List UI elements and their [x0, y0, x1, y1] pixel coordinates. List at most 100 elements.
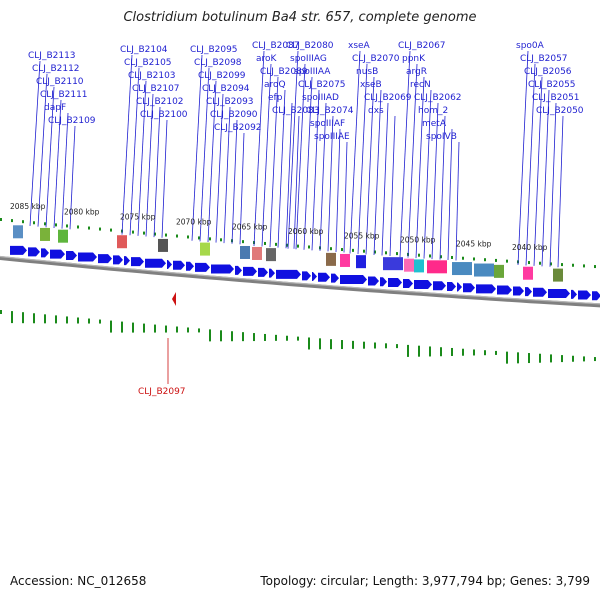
feature-block[interactable]	[452, 262, 472, 276]
gene-arrow[interactable]	[548, 288, 570, 298]
gene-arrow[interactable]	[318, 272, 330, 282]
gene-arrow[interactable]	[331, 273, 339, 283]
gene-arrow[interactable]	[447, 282, 456, 292]
feature-block[interactable]	[494, 264, 504, 278]
gene-arrow[interactable]	[269, 268, 275, 278]
gene-label[interactable]: CLJ_B2055	[528, 80, 576, 90]
gene-label[interactable]: CLJ_B2111	[40, 90, 88, 100]
gene-arrow[interactable]	[131, 257, 144, 267]
feature-block[interactable]	[13, 225, 23, 239]
gene-label[interactable]: CLJ_B2100	[140, 110, 188, 120]
gene-arrow[interactable]	[463, 283, 475, 293]
gene-arrow[interactable]	[235, 265, 242, 275]
feature-block[interactable]	[117, 235, 127, 249]
gene-label[interactable]: hom_2	[418, 106, 448, 116]
feature-block[interactable]	[252, 246, 262, 260]
gene-arrow[interactable]	[167, 259, 172, 269]
gene-arrow[interactable]	[243, 266, 257, 276]
feature-block[interactable]	[158, 238, 168, 252]
gene-label[interactable]: CLJ_B2110	[36, 77, 84, 87]
gene-arrow[interactable]	[433, 281, 446, 291]
gene-label[interactable]: argR	[406, 67, 427, 77]
gene-label[interactable]: metA	[422, 119, 447, 129]
feature-block[interactable]	[326, 252, 336, 266]
gene-label[interactable]: CLJ_B2098	[194, 58, 242, 68]
gene-arrow[interactable]	[513, 286, 524, 296]
highlight-marker[interactable]	[172, 292, 176, 306]
gene-arrow[interactable]	[78, 252, 97, 262]
feature-block[interactable]	[40, 227, 50, 241]
feature-block[interactable]	[553, 268, 563, 282]
gene-label[interactable]: spoIIIAE	[314, 132, 350, 142]
gene-label[interactable]: CLJ_B2062	[414, 93, 462, 103]
gene-arrow[interactable]	[578, 290, 591, 300]
gene-label[interactable]: efp	[268, 93, 283, 103]
gene-arrow[interactable]	[414, 280, 432, 290]
gene-label[interactable]: CLJ_B2050	[536, 106, 584, 116]
gene-arrow[interactable]	[368, 276, 379, 286]
gene-label[interactable]: CLJ_B2070	[352, 54, 400, 64]
feature-block[interactable]	[383, 257, 403, 271]
gene-arrow[interactable]	[66, 250, 77, 260]
gene-label[interactable]: CLJ_B2107	[132, 84, 180, 94]
gene-label[interactable]: CLJ_B2105	[124, 58, 172, 68]
feature-block[interactable]	[340, 253, 350, 267]
gene-label[interactable]: nusB	[356, 67, 378, 77]
gene-label[interactable]: CLJ_B2089	[260, 67, 308, 77]
gene-arrow[interactable]	[186, 261, 194, 271]
feature-block[interactable]	[523, 266, 533, 280]
gene-arrow[interactable]	[124, 256, 130, 266]
gene-label[interactable]: recN	[410, 80, 431, 90]
feature-block[interactable]	[404, 258, 414, 272]
gene-label[interactable]: dapF	[44, 103, 66, 113]
gene-arrow[interactable]	[380, 277, 387, 287]
gene-arrow[interactable]	[476, 284, 496, 294]
gene-label[interactable]: CLJ_B2080	[286, 41, 334, 51]
gene-label[interactable]: CLJ_B2094	[202, 84, 250, 94]
gene-arrow[interactable]	[195, 262, 210, 272]
gene-arrow[interactable]	[211, 264, 234, 274]
gene-arrow[interactable]	[457, 282, 462, 292]
gene-label[interactable]: spoIVB	[426, 132, 457, 142]
gene-arrow[interactable]	[28, 247, 40, 257]
gene-arrow[interactable]	[533, 287, 547, 297]
gene-arrow[interactable]	[145, 258, 166, 268]
gene-label[interactable]: CLJ_B2056	[524, 67, 572, 77]
gene-arrow[interactable]	[592, 291, 600, 301]
feature-block[interactable]	[58, 229, 68, 243]
gene-label[interactable]: xseB	[360, 80, 382, 90]
gene-label[interactable]: spoIIIAD	[302, 93, 339, 103]
gene-arrow[interactable]	[50, 249, 65, 259]
feature-block[interactable]	[414, 259, 424, 273]
gene-label[interactable]: CLJ_B2075	[298, 80, 346, 90]
feature-block[interactable]	[356, 255, 366, 269]
gene-label[interactable]: ppnK	[402, 54, 426, 64]
gene-label[interactable]: spoIIIAG	[290, 54, 327, 64]
gene-arrow[interactable]	[403, 278, 413, 288]
gene-arrow[interactable]	[10, 245, 27, 255]
gene-label[interactable]: CLJ_B2090	[210, 110, 258, 120]
gene-labels[interactable]: CLJ_B2113 CLJ_B2112 CLJ_B2110 CLJ_B2111 dapF…	[28, 41, 584, 397]
gene-arrow[interactable]	[340, 274, 367, 284]
gene-arrow[interactable]	[258, 267, 268, 277]
gene-arrow[interactable]	[113, 255, 123, 265]
gene-label[interactable]: CLJ_B2104	[120, 45, 168, 55]
gene-arrow[interactable]	[388, 278, 402, 288]
gene-label[interactable]: CLJ_B2083	[272, 106, 320, 116]
gene-label[interactable]: CLJ_B2093	[206, 97, 254, 107]
feature-block[interactable]	[266, 248, 276, 262]
gene-label[interactable]: CLJ_B2099	[198, 71, 246, 81]
gene-label[interactable]: aroQ	[264, 80, 286, 90]
gene-label[interactable]: CLJ_B2095	[190, 45, 238, 55]
gene-label[interactable]: CLJ_B2112	[32, 64, 80, 74]
gene-arrow[interactable]	[41, 248, 49, 258]
gene-label[interactable]: CLJ_B2092	[214, 123, 262, 133]
gene-arrow[interactable]	[312, 271, 317, 281]
gene-label[interactable]: aroK	[256, 54, 278, 64]
gene-label[interactable]: spo0A	[516, 41, 545, 51]
gene-arrow[interactable]	[98, 254, 112, 264]
gene-arrow[interactable]	[276, 269, 301, 279]
feature-block[interactable]	[427, 260, 447, 274]
gene-label[interactable]: CLJ_B2067	[398, 41, 446, 51]
gene-arrow[interactable]	[497, 285, 512, 295]
